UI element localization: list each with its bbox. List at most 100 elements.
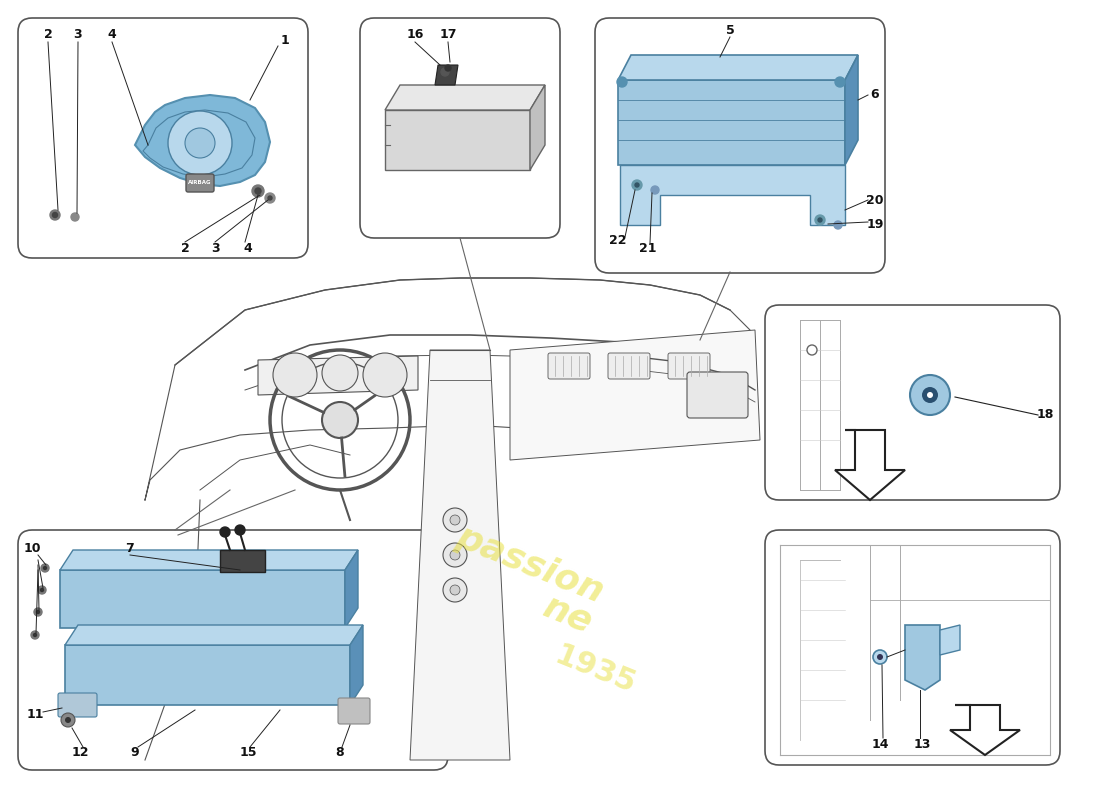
Polygon shape xyxy=(950,705,1020,755)
FancyBboxPatch shape xyxy=(595,18,886,273)
Circle shape xyxy=(268,196,272,200)
Circle shape xyxy=(185,128,214,158)
Polygon shape xyxy=(385,110,530,170)
Text: 21: 21 xyxy=(639,242,657,254)
Circle shape xyxy=(39,586,46,594)
Polygon shape xyxy=(835,430,905,500)
Text: 16: 16 xyxy=(406,29,424,42)
Polygon shape xyxy=(60,550,358,570)
FancyBboxPatch shape xyxy=(58,693,97,717)
Circle shape xyxy=(36,610,40,614)
Circle shape xyxy=(807,345,817,355)
Circle shape xyxy=(446,65,451,71)
Circle shape xyxy=(443,508,468,532)
Polygon shape xyxy=(258,356,418,395)
Circle shape xyxy=(835,77,845,87)
Text: 1: 1 xyxy=(280,34,289,46)
Text: 2: 2 xyxy=(44,29,53,42)
Circle shape xyxy=(44,566,46,570)
Circle shape xyxy=(53,213,57,218)
Text: 14: 14 xyxy=(871,738,889,751)
Polygon shape xyxy=(135,95,270,186)
Circle shape xyxy=(443,578,468,602)
Text: 12: 12 xyxy=(72,746,89,759)
FancyBboxPatch shape xyxy=(688,372,748,418)
Polygon shape xyxy=(618,80,845,165)
Text: 3: 3 xyxy=(211,242,219,254)
Text: AIRBAG: AIRBAG xyxy=(188,181,211,186)
Text: 19: 19 xyxy=(867,218,883,231)
FancyBboxPatch shape xyxy=(668,353,710,379)
Polygon shape xyxy=(410,350,510,760)
FancyBboxPatch shape xyxy=(186,174,214,192)
Circle shape xyxy=(877,654,883,660)
Text: passion: passion xyxy=(451,520,608,610)
Circle shape xyxy=(450,515,460,525)
FancyBboxPatch shape xyxy=(18,530,448,770)
Circle shape xyxy=(220,527,230,537)
Text: 20: 20 xyxy=(867,194,883,206)
Polygon shape xyxy=(940,625,960,655)
Text: 18: 18 xyxy=(1036,409,1054,422)
Circle shape xyxy=(441,68,449,76)
Polygon shape xyxy=(60,570,345,628)
Polygon shape xyxy=(620,165,845,225)
Circle shape xyxy=(41,564,50,572)
Text: 13: 13 xyxy=(913,738,931,751)
Polygon shape xyxy=(220,550,265,572)
Polygon shape xyxy=(65,625,363,645)
FancyBboxPatch shape xyxy=(338,698,370,724)
Circle shape xyxy=(252,185,264,197)
Circle shape xyxy=(72,213,79,221)
Circle shape xyxy=(927,392,933,398)
FancyBboxPatch shape xyxy=(548,353,590,379)
FancyBboxPatch shape xyxy=(764,530,1060,765)
Circle shape xyxy=(322,355,358,391)
Polygon shape xyxy=(530,85,544,170)
Circle shape xyxy=(632,180,642,190)
Text: 22: 22 xyxy=(609,234,627,246)
Polygon shape xyxy=(905,625,940,690)
Circle shape xyxy=(255,188,261,194)
Text: 17: 17 xyxy=(439,29,456,42)
Circle shape xyxy=(33,634,36,637)
Circle shape xyxy=(31,631,38,639)
Text: 11: 11 xyxy=(26,709,44,722)
Circle shape xyxy=(50,210,60,220)
Circle shape xyxy=(651,186,659,194)
Text: 15: 15 xyxy=(240,746,256,759)
Circle shape xyxy=(34,608,42,616)
Circle shape xyxy=(235,525,245,535)
Polygon shape xyxy=(385,85,544,110)
FancyBboxPatch shape xyxy=(764,305,1060,500)
Circle shape xyxy=(65,717,72,723)
Text: 10: 10 xyxy=(23,542,41,554)
FancyBboxPatch shape xyxy=(608,353,650,379)
Polygon shape xyxy=(845,55,858,165)
Circle shape xyxy=(450,550,460,560)
Text: 8: 8 xyxy=(336,746,344,759)
Circle shape xyxy=(922,387,938,403)
Polygon shape xyxy=(345,550,358,628)
Text: 5: 5 xyxy=(726,23,735,37)
Circle shape xyxy=(873,650,887,664)
Circle shape xyxy=(60,713,75,727)
Circle shape xyxy=(322,402,358,438)
FancyBboxPatch shape xyxy=(18,18,308,258)
FancyBboxPatch shape xyxy=(360,18,560,238)
Text: 7: 7 xyxy=(125,542,134,554)
Circle shape xyxy=(265,193,275,203)
Text: 6: 6 xyxy=(871,89,879,102)
Circle shape xyxy=(450,585,460,595)
Circle shape xyxy=(363,353,407,397)
Polygon shape xyxy=(510,330,760,460)
Text: 2: 2 xyxy=(180,242,189,254)
Text: 4: 4 xyxy=(243,242,252,254)
Text: 1935: 1935 xyxy=(550,641,640,699)
Circle shape xyxy=(41,589,44,591)
Polygon shape xyxy=(434,65,458,85)
Circle shape xyxy=(815,215,825,225)
Text: 9: 9 xyxy=(131,746,140,759)
Circle shape xyxy=(617,77,627,87)
Circle shape xyxy=(635,183,639,187)
